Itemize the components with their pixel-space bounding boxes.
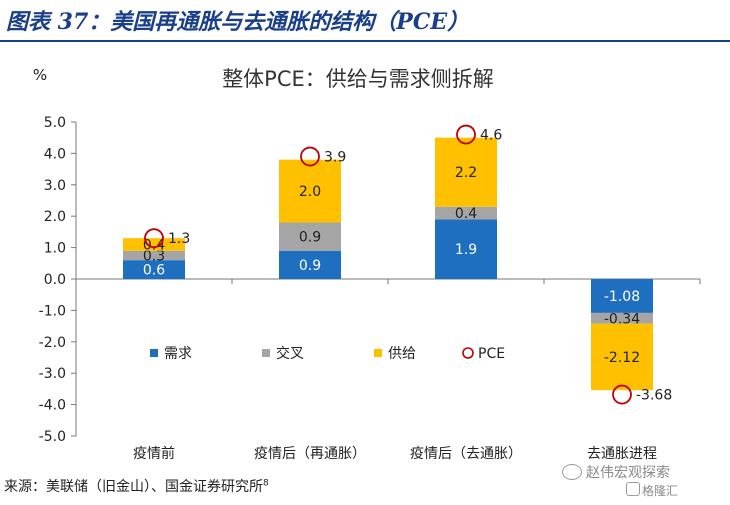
x-tick-label: 去通胀进程 <box>587 446 657 460</box>
bar-segment <box>123 238 185 251</box>
data-label: 2.2 <box>455 165 477 181</box>
pce-value-label: 4.6 <box>480 128 502 144</box>
bar-segment <box>435 137 497 207</box>
y-axis-unit-label: % <box>33 66 47 84</box>
pce-value-label: 1.3 <box>168 231 190 247</box>
y-tick-label: -2.0 <box>39 335 66 351</box>
data-label: 0.3 <box>143 248 165 264</box>
legend-label: 交叉 <box>276 345 304 362</box>
legend-label: 需求 <box>164 346 192 362</box>
legend-swatch <box>262 349 270 357</box>
y-tick-label: 3.0 <box>44 178 66 194</box>
brand-logo-icon <box>626 482 640 496</box>
axes: 5.0 4.0 3.0 2.0 1.0 0.0 -1.0 -2.0 -3.0 -4.0 -5.0 疫情… <box>39 115 701 460</box>
watermark-brand: 格隆汇 <box>642 484 679 498</box>
title-divider <box>0 40 730 42</box>
pce-total-markers: 1.3 3.9 4.6 -3.68 <box>144 124 672 405</box>
legend-swatch <box>150 349 158 357</box>
pce-marker <box>300 146 320 167</box>
data-label: 0.4 <box>455 206 477 222</box>
data-label: 0.9 <box>299 230 321 246</box>
y-tick-label: -1.0 <box>39 303 66 319</box>
pce-value-label: 3.9 <box>324 150 346 166</box>
x-tick-label: 疫情后（再通胀） <box>254 446 366 460</box>
watermark-account: 赵伟宏观探索 <box>586 465 670 481</box>
pce-marker <box>144 228 164 249</box>
y-tick-label: -5.0 <box>39 429 66 445</box>
chart-title: 整体PCE：供给与需求侧拆解 <box>222 67 494 91</box>
bar-segment <box>123 250 185 261</box>
data-label: 0.4 <box>143 237 165 253</box>
bar-segment <box>279 222 341 251</box>
source-superscript: 8 <box>263 478 269 489</box>
y-tick-label: -4.0 <box>39 398 66 414</box>
y-tick-label: 1.0 <box>44 241 66 257</box>
bar-segment <box>591 323 653 391</box>
legend-label: 供给 <box>388 346 416 362</box>
bar-segment <box>591 279 653 313</box>
y-tick-label: 4.0 <box>44 146 66 162</box>
legend-label: PCE <box>478 346 505 362</box>
watermark: 赵伟宏观探索 格隆汇 <box>562 462 722 502</box>
y-tick-label: 0.0 <box>44 272 66 288</box>
y-tick-label: 5.0 <box>44 115 66 131</box>
y-tick-label: 2.0 <box>44 209 66 225</box>
bar-segment <box>279 250 341 279</box>
legend-swatch <box>462 347 474 359</box>
bar-series: 0.60.30.40.90.92.01.90.42.2-1.08-0.34-2.… <box>123 137 653 391</box>
chart-legend: 需求 交叉 供给 PCE <box>150 345 505 362</box>
bar-segment <box>591 312 653 324</box>
x-tick-label: 疫情前 <box>133 445 175 460</box>
bar-segment <box>279 159 341 223</box>
data-label: -1.08 <box>604 289 640 305</box>
pce-value-label: -3.68 <box>636 388 672 404</box>
data-label: 1.9 <box>455 242 477 258</box>
data-label: 0.9 <box>299 258 321 274</box>
pce-marker <box>612 384 632 405</box>
data-label: 0.6 <box>143 263 165 279</box>
data-label: -2.12 <box>604 350 640 366</box>
bar-segment <box>435 219 497 279</box>
bar-segment <box>123 260 185 279</box>
stacked-bar-chart: 整体PCE：供给与需求侧拆解 % 5.0 4.0 3.0 2.0 1.0 0.0 -1.0 -… <box>33 66 701 460</box>
bar-segment <box>435 206 497 220</box>
data-label: -0.34 <box>604 311 640 327</box>
data-label: 2.0 <box>299 184 321 200</box>
figure-title: 图表 37：美国再通胀与去通胀的结构（PCE） <box>6 9 470 35</box>
source-note: 来源：美联储（旧金山）、国金证券研究所8 <box>4 476 269 496</box>
source-text: 来源：美联储（旧金山）、国金证券研究所 <box>4 479 263 495</box>
y-tick-label: -3.0 <box>39 366 66 382</box>
pce-marker <box>456 124 476 145</box>
x-tick-label: 疫情后（去通胀） <box>410 446 522 460</box>
wechat-icon <box>562 464 582 480</box>
legend-swatch <box>374 349 382 357</box>
